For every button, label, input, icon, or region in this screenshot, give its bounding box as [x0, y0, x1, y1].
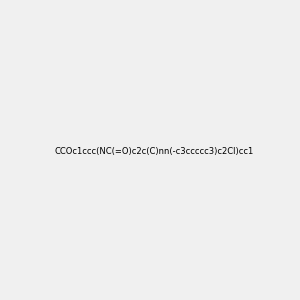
Text: CCOc1ccc(NC(=O)c2c(C)nn(-c3ccccc3)c2Cl)cc1: CCOc1ccc(NC(=O)c2c(C)nn(-c3ccccc3)c2Cl)c…: [54, 147, 254, 156]
